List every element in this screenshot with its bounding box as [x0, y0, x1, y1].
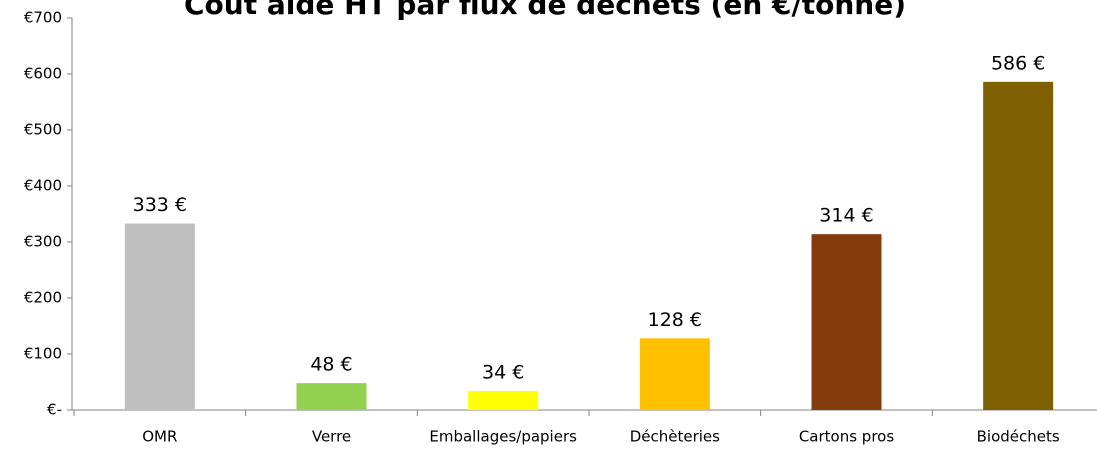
bar	[639, 338, 710, 410]
y-tick-label: €300	[24, 233, 62, 251]
chart-title: Coût aide HT par flux de déchets (en €/t…	[184, 0, 906, 21]
bar	[468, 390, 539, 410]
x-tick-label: Emballages/papiers	[429, 428, 577, 446]
y-tick-label: €100	[24, 345, 62, 363]
value-label: 48 €	[310, 354, 352, 376]
bar	[983, 81, 1054, 410]
bar	[296, 383, 367, 410]
value-label: 333 €	[133, 194, 187, 216]
x-tick-label: Déchèteries	[630, 428, 720, 446]
x-tick-label: Biodéchets	[977, 428, 1060, 446]
y-tick-label: €700	[24, 9, 62, 27]
value-label: 586 €	[991, 52, 1045, 74]
value-label: 314 €	[819, 205, 873, 227]
x-tick-label: Verre	[312, 428, 351, 446]
x-tick-label: OMR	[142, 428, 177, 446]
value-label: 128 €	[648, 309, 702, 331]
x-tick-label: Cartons pros	[799, 428, 895, 446]
y-tick-label: €400	[24, 177, 62, 195]
bar	[124, 223, 195, 410]
y-tick-label: €-	[47, 401, 62, 419]
bar	[811, 234, 882, 410]
y-tick-label: €200	[24, 289, 62, 307]
y-tick-label: €500	[24, 121, 62, 139]
value-label: 34 €	[482, 361, 524, 383]
y-tick-label: €600	[24, 65, 62, 83]
